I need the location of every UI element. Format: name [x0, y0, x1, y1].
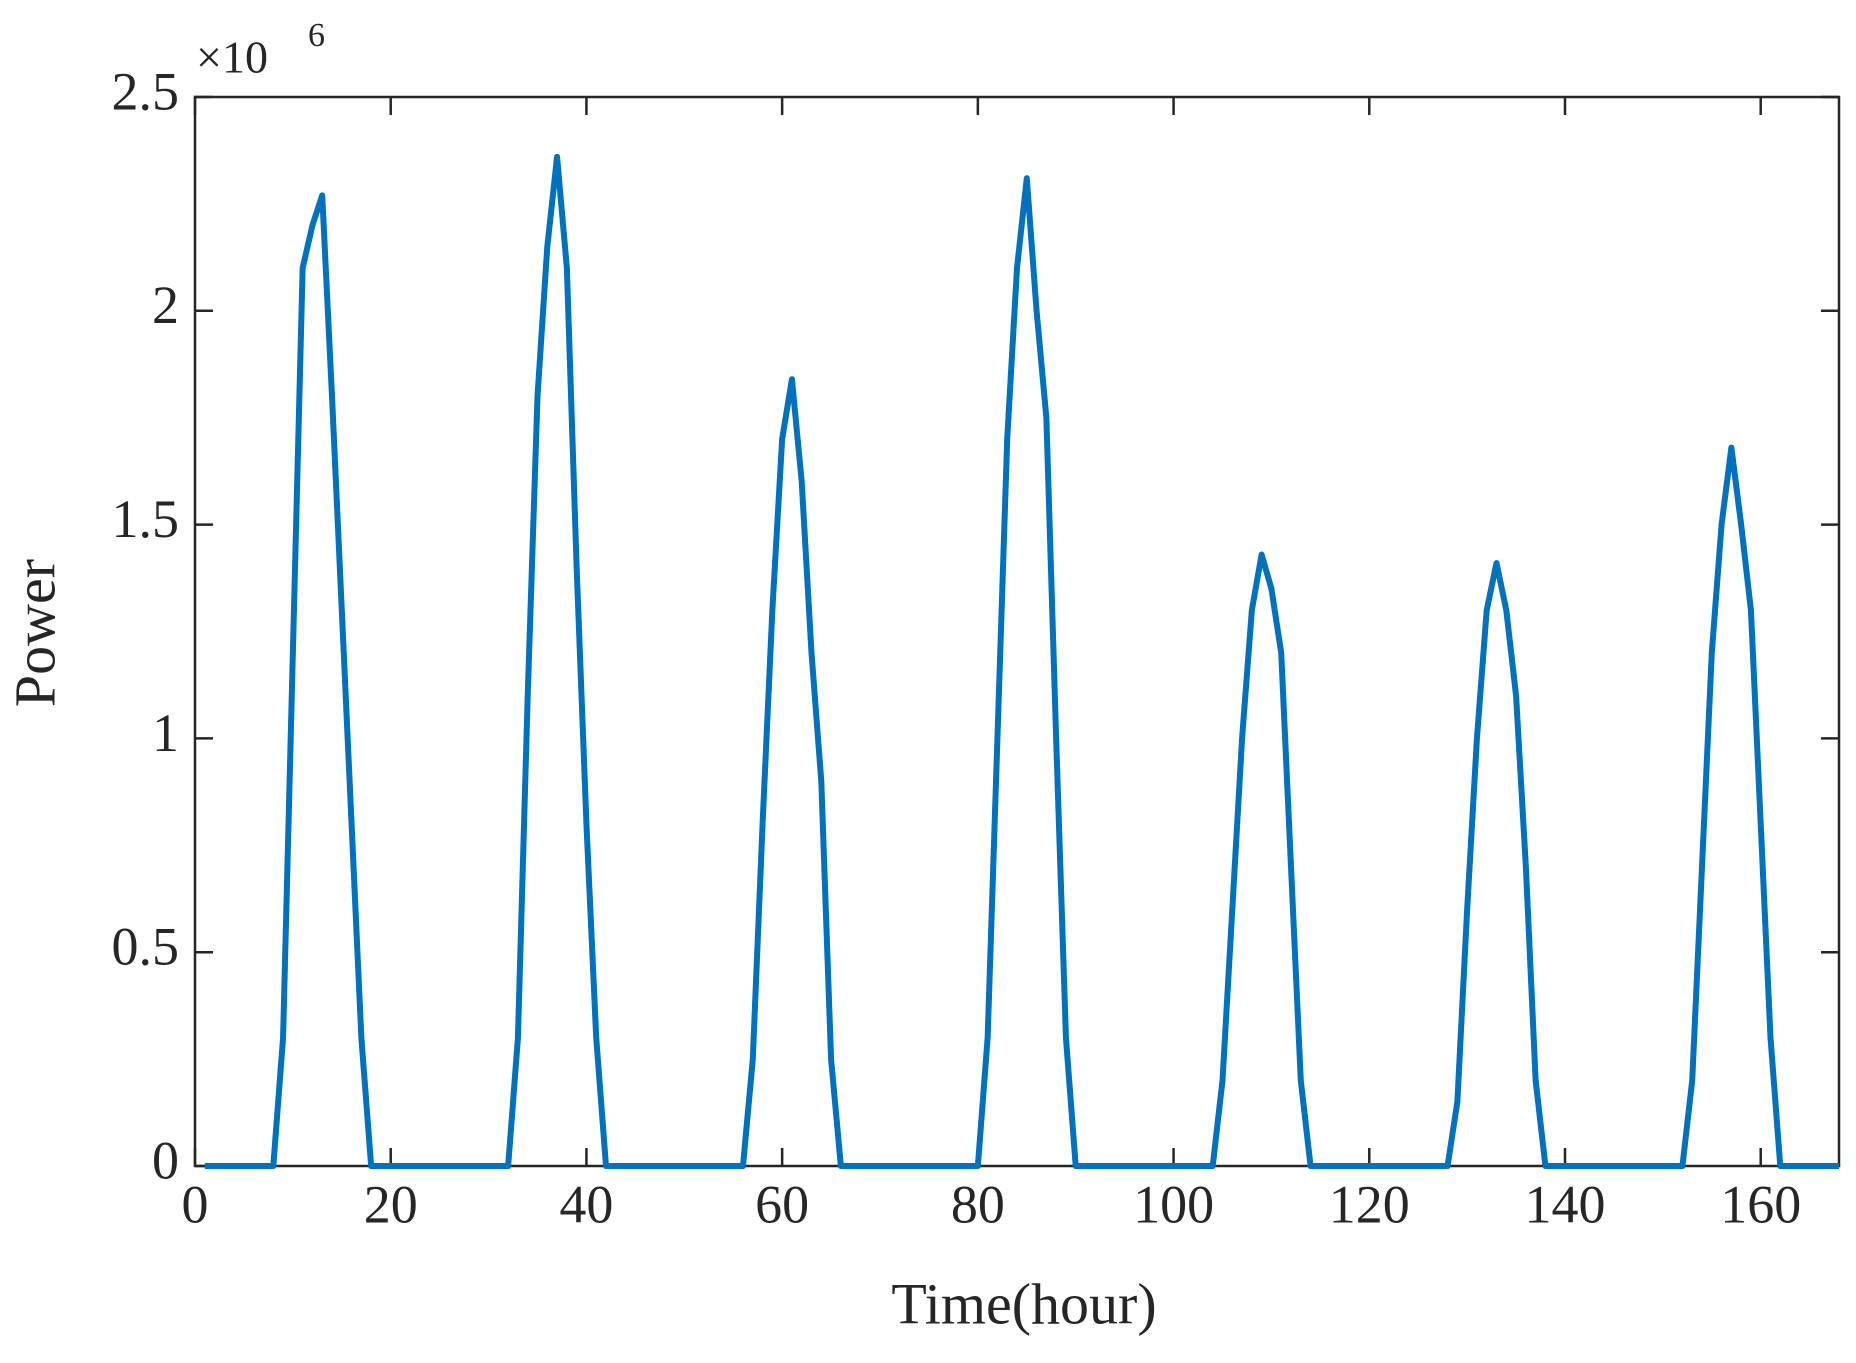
- axes-box: [193, 95, 1841, 1168]
- y-tick-label: 1.5: [112, 489, 180, 549]
- x-tick-label: 120: [1329, 1174, 1410, 1234]
- x-tick-label: 20: [364, 1174, 418, 1234]
- x-tick-label: 140: [1525, 1174, 1606, 1234]
- y-tick-label: 2.5: [112, 61, 180, 121]
- x-axis-title: Time(hour): [891, 1271, 1156, 1336]
- x-tick-label: 100: [1133, 1174, 1214, 1234]
- power-line: [204, 153, 1839, 1169]
- x-tick-label: 0: [182, 1174, 209, 1234]
- y-multiplier-exponent: 6: [308, 17, 325, 54]
- y-tick-label: 0: [152, 1130, 179, 1190]
- x-tick-label: 80: [951, 1174, 1005, 1234]
- y-axis-title: Power: [2, 559, 67, 707]
- y-tick-label: 0.5: [112, 917, 180, 977]
- y-tick-label: 1: [152, 703, 179, 763]
- x-tick-label: 40: [559, 1174, 613, 1234]
- x-tick-label: 60: [755, 1174, 809, 1234]
- x-tick-label: 160: [1720, 1174, 1801, 1234]
- y-multiplier-base: ×10: [196, 32, 268, 83]
- y-tick-label: 2: [152, 275, 179, 335]
